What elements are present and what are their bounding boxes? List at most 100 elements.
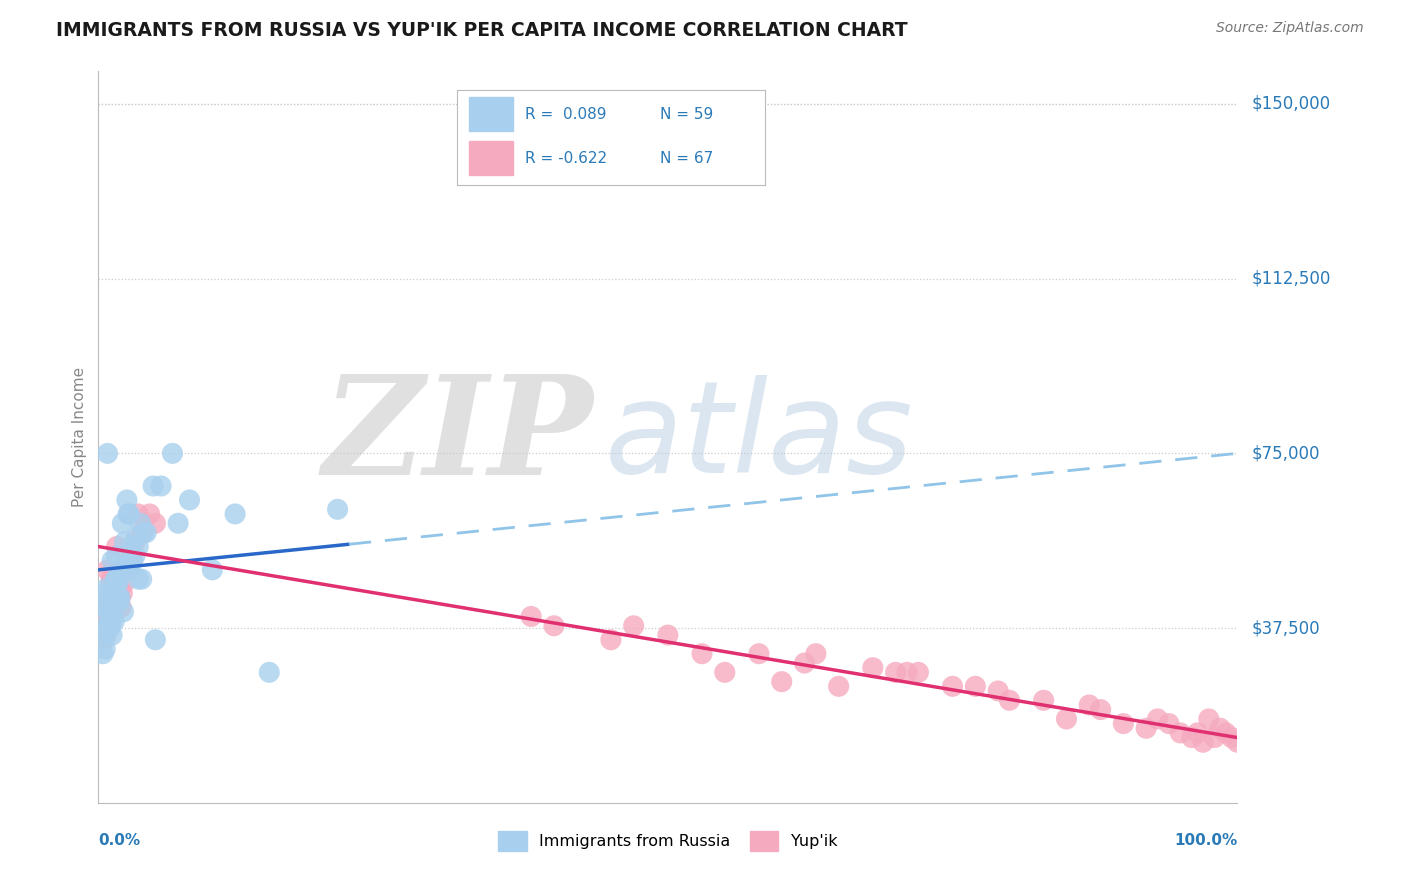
Point xyxy=(96,619,118,633)
Point xyxy=(1135,721,1157,735)
Point xyxy=(179,493,201,508)
Point xyxy=(543,619,565,633)
Point xyxy=(884,665,907,680)
Point xyxy=(96,563,118,577)
Point xyxy=(828,679,851,693)
Point xyxy=(104,577,127,591)
Point xyxy=(100,605,122,619)
Point xyxy=(907,665,929,680)
Point xyxy=(115,553,138,567)
Point xyxy=(714,665,737,680)
Point xyxy=(118,507,141,521)
Text: 100.0%: 100.0% xyxy=(1174,833,1237,848)
Point xyxy=(326,502,349,516)
Point xyxy=(108,582,131,596)
Point xyxy=(1192,735,1215,749)
Point xyxy=(115,493,138,508)
Point xyxy=(127,572,149,586)
Point xyxy=(150,479,173,493)
Point xyxy=(1198,712,1220,726)
Point xyxy=(1090,703,1112,717)
Point xyxy=(105,549,128,563)
Point xyxy=(94,619,117,633)
Point xyxy=(97,609,120,624)
Text: $112,500: $112,500 xyxy=(1251,269,1330,288)
Point xyxy=(91,628,114,642)
Point xyxy=(942,679,965,693)
Point xyxy=(770,674,793,689)
Point xyxy=(965,679,987,693)
Point xyxy=(112,605,135,619)
Point xyxy=(1112,716,1135,731)
Point xyxy=(259,665,281,680)
Point xyxy=(112,577,135,591)
Point xyxy=(142,479,165,493)
Point xyxy=(657,628,679,642)
Point xyxy=(1181,731,1204,745)
Point xyxy=(127,540,149,554)
Point xyxy=(224,507,246,521)
Point xyxy=(110,567,132,582)
Point xyxy=(120,563,142,577)
Point xyxy=(96,624,118,638)
Point xyxy=(998,693,1021,707)
Point xyxy=(114,535,136,549)
Point xyxy=(201,563,224,577)
Point xyxy=(96,628,118,642)
Point xyxy=(120,549,142,563)
Point xyxy=(104,586,127,600)
Point xyxy=(107,577,129,591)
Point xyxy=(101,553,124,567)
Point xyxy=(100,572,122,586)
Point xyxy=(117,563,139,577)
Point xyxy=(124,535,146,549)
Point xyxy=(96,582,118,596)
Text: 0.0%: 0.0% xyxy=(98,833,141,848)
Point xyxy=(103,609,125,624)
Point xyxy=(167,516,190,531)
Text: $150,000: $150,000 xyxy=(1251,95,1330,113)
Point xyxy=(1209,721,1232,735)
Point xyxy=(520,609,543,624)
Point xyxy=(1056,712,1078,726)
Point xyxy=(96,614,118,628)
Point xyxy=(91,647,114,661)
Point xyxy=(138,507,160,521)
Point xyxy=(162,446,184,460)
Point xyxy=(108,591,131,605)
Point xyxy=(114,558,136,573)
Y-axis label: Per Capita Income: Per Capita Income xyxy=(72,367,87,508)
Point xyxy=(90,624,112,638)
Point xyxy=(124,549,146,563)
Point xyxy=(103,614,125,628)
Point xyxy=(125,530,148,544)
Text: IMMIGRANTS FROM RUSSIA VS YUP'IK PER CAPITA INCOME CORRELATION CHART: IMMIGRANTS FROM RUSSIA VS YUP'IK PER CAP… xyxy=(56,21,908,39)
Point xyxy=(896,665,918,680)
Point xyxy=(98,591,121,605)
Point xyxy=(145,516,167,531)
Point xyxy=(97,609,120,624)
Point xyxy=(97,619,120,633)
Point xyxy=(103,586,125,600)
Point xyxy=(105,572,128,586)
Point xyxy=(748,647,770,661)
Point xyxy=(101,572,124,586)
Point xyxy=(98,600,121,615)
Point xyxy=(117,507,139,521)
Point xyxy=(96,446,118,460)
Point xyxy=(103,605,125,619)
Point xyxy=(100,619,122,633)
Point xyxy=(135,525,157,540)
Point xyxy=(104,572,127,586)
Point xyxy=(93,586,115,600)
Point xyxy=(98,600,121,615)
Point xyxy=(111,586,134,600)
Point xyxy=(1226,735,1249,749)
Point xyxy=(1204,731,1226,745)
Point xyxy=(94,642,117,657)
Point xyxy=(623,619,645,633)
Point xyxy=(103,591,125,605)
Point xyxy=(98,591,121,605)
Point xyxy=(987,684,1010,698)
Text: atlas: atlas xyxy=(605,375,914,500)
